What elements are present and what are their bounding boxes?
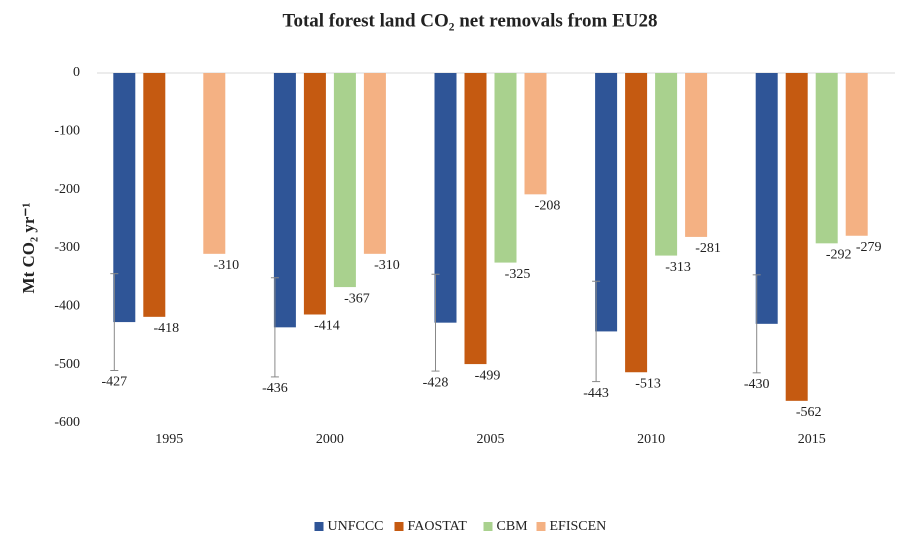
bar [655, 73, 678, 256]
data-label: -208 [535, 199, 561, 214]
bar [464, 73, 487, 365]
data-label: -499 [475, 368, 501, 383]
data-label: -367 [344, 291, 370, 306]
bar [363, 73, 386, 254]
legend-swatch [483, 522, 493, 531]
bar [755, 73, 778, 324]
x-tick-label: 2015 [798, 432, 826, 447]
bar [434, 73, 457, 323]
legend-swatch [536, 522, 546, 531]
bar [273, 73, 296, 328]
data-label: -436 [262, 381, 288, 396]
legend-label: UNFCCC [328, 519, 384, 534]
bar [524, 73, 547, 195]
y-tick-label: -300 [54, 240, 80, 255]
bar [625, 73, 648, 373]
bar [113, 73, 136, 323]
legend-swatch [314, 522, 324, 531]
bar [785, 73, 808, 401]
bar [203, 73, 226, 254]
data-label: -292 [826, 248, 852, 263]
data-label: -427 [101, 375, 127, 390]
chart-title: Total forest land CO₂ net removals from … [283, 10, 658, 31]
data-label: -310 [374, 258, 400, 273]
bar [303, 73, 326, 315]
legend-swatch [394, 522, 404, 531]
data-label: -562 [796, 405, 822, 420]
data-label: -418 [153, 321, 179, 336]
bar [494, 73, 517, 263]
x-tick-label: 2010 [637, 432, 665, 447]
y-tick-label: -600 [54, 415, 80, 430]
x-tick-label: 2000 [316, 432, 344, 447]
y-tick-label: -200 [54, 182, 80, 197]
data-label: -281 [695, 241, 721, 256]
bar [815, 73, 838, 244]
data-label: -443 [583, 386, 609, 401]
y-tick-label: 0 [73, 65, 80, 80]
data-label: -430 [744, 377, 770, 392]
data-label: -325 [505, 267, 531, 282]
y-tick-label: -500 [54, 357, 80, 372]
data-label: -313 [665, 260, 691, 275]
data-label: -428 [423, 375, 449, 390]
data-label: -279 [856, 240, 882, 255]
y-tick-label: -100 [54, 124, 80, 139]
legend-label: EFISCEN [550, 519, 607, 534]
legend-label: FAOSTAT [408, 519, 468, 534]
bar [143, 73, 166, 317]
bar [595, 73, 618, 332]
data-label: -310 [213, 258, 239, 273]
bar [845, 73, 868, 236]
x-tick-label: 1995 [155, 432, 183, 447]
bar [685, 73, 708, 237]
legend-label: CBM [497, 519, 529, 534]
x-tick-label: 2005 [477, 432, 505, 447]
bar [333, 73, 356, 288]
y-axis-label: Mt CO₂ yr⁻¹ [19, 203, 38, 294]
data-label: -513 [635, 376, 661, 391]
y-tick-label: -400 [54, 299, 80, 314]
data-label: -414 [314, 319, 340, 334]
